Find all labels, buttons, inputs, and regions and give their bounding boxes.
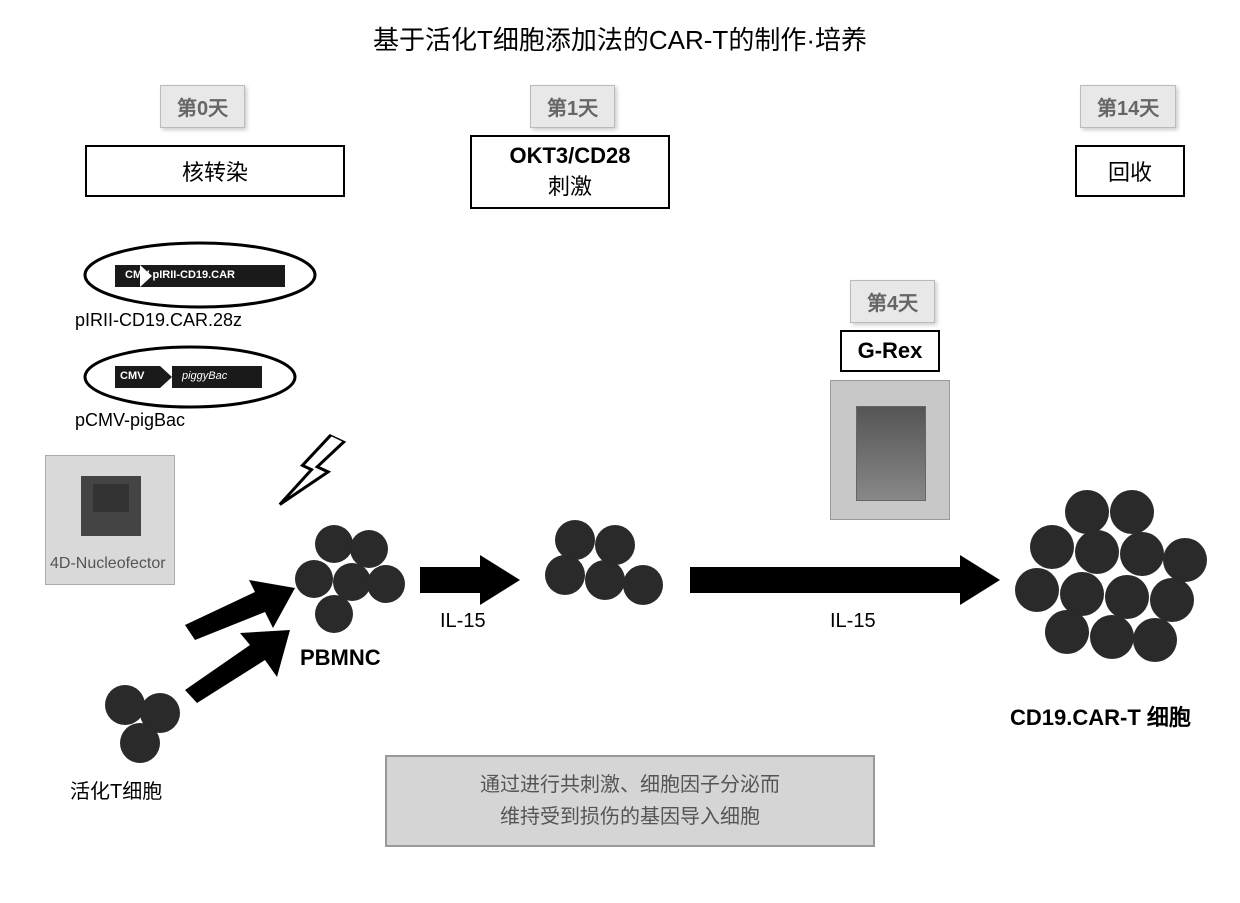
- plasmid-2-band-right: piggyBac: [182, 370, 227, 382]
- middle-cells: [545, 520, 665, 630]
- nucleofection-step: 核转染: [85, 145, 345, 197]
- result-cells: [1015, 490, 1215, 680]
- arrow-2: [690, 555, 1000, 610]
- il15-label-2: IL-15: [830, 610, 876, 633]
- plasmid-2-band-left: CMV: [120, 370, 144, 382]
- footer-line1: 通过进行共刺激、细胞因子分泌而: [417, 769, 843, 801]
- day-0-badge: 第0天: [160, 85, 245, 128]
- activated-t-label: 活化T细胞: [70, 775, 162, 804]
- stimulation-step: OKT3/CD28 刺激: [470, 135, 670, 209]
- harvest-step: 回收: [1075, 145, 1185, 197]
- plasmid-1-band: CMV pIRII-CD19.CAR: [125, 269, 235, 281]
- day-4-badge: 第4天: [850, 280, 935, 323]
- day-14-badge: 第14天: [1080, 85, 1176, 128]
- il15-label-1: IL-15: [440, 610, 486, 633]
- footer-line2: 维持受到损伤的基因导入细胞: [417, 801, 843, 833]
- arrow-activated-to-pbmnc: [185, 625, 295, 710]
- plasmid-2-label: pCMV-pigBac: [75, 410, 185, 431]
- stimulation-line1: OKT3/CD28: [482, 143, 658, 169]
- stimulation-line2: 刺激: [482, 169, 658, 201]
- arrow-1: [420, 555, 520, 610]
- grex-vessel: [830, 380, 950, 520]
- pbmnc-cells: [285, 525, 405, 635]
- diagram-title: 基于活化T细胞添加法的CAR-T的制作·培养: [0, 20, 1240, 57]
- plasmid-1: CMV pIRII-CD19.CAR: [70, 235, 330, 320]
- plasmid-2: CMV piggyBac: [70, 340, 310, 420]
- grex-step: G-Rex: [840, 330, 940, 372]
- pbmnc-label: PBMNC: [300, 645, 381, 671]
- result-label: CD19.CAR-T 细胞: [1010, 700, 1191, 732]
- nucleofector-label: 4D-Nucleofector: [50, 555, 166, 573]
- footer-caption: 通过进行共刺激、细胞因子分泌而 维持受到损伤的基因导入细胞: [385, 755, 875, 847]
- day-1-badge: 第1天: [530, 85, 615, 128]
- lightning-icon: [266, 424, 354, 536]
- plasmid-1-label: pIRII-CD19.CAR.28z: [75, 310, 242, 331]
- activated-t-cells: [95, 685, 185, 765]
